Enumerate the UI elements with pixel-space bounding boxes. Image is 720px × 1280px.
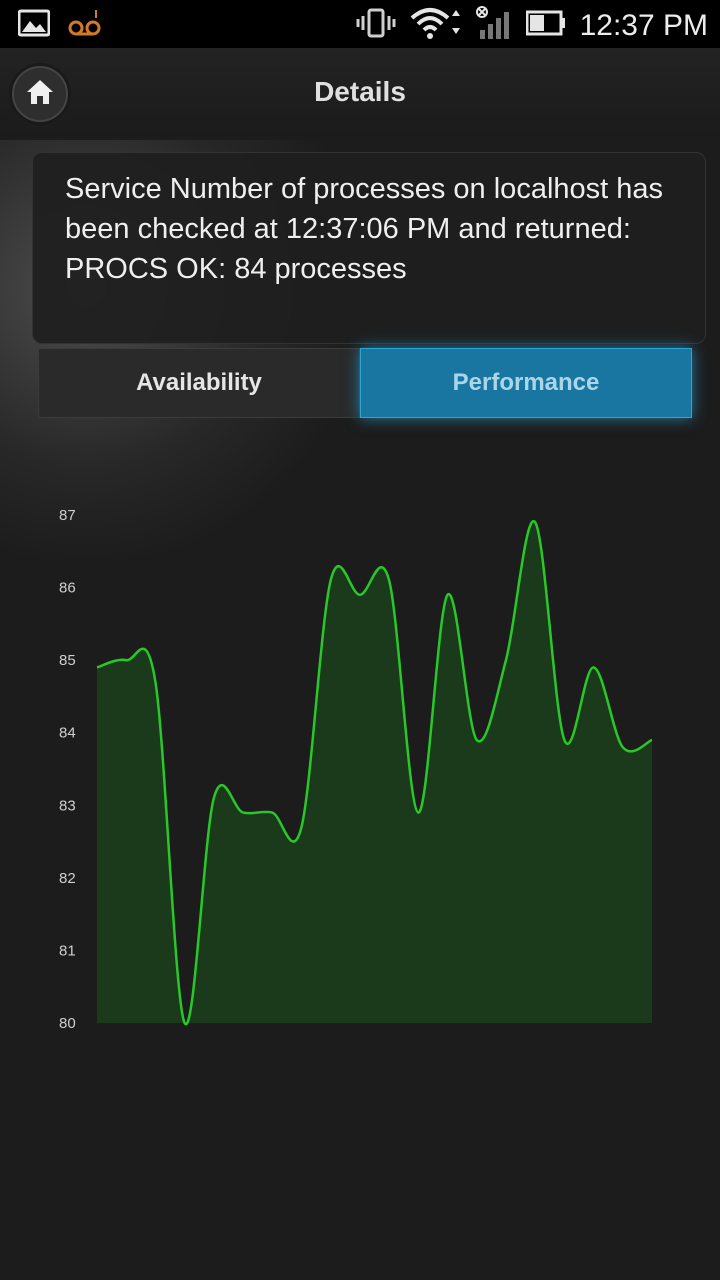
status-bar: 12:37 PM <box>0 0 720 48</box>
y-tick-label: 85 <box>59 652 76 669</box>
y-tick-label: 82 <box>59 870 76 887</box>
tab-performance[interactable]: Performance <box>360 348 692 418</box>
y-tick-label: 80 <box>59 1015 76 1032</box>
home-button[interactable] <box>12 66 68 122</box>
y-tick-label: 84 <box>59 725 76 742</box>
series-area <box>97 521 652 1025</box>
series-line <box>96 520 653 1026</box>
status-time: 12:37 PM <box>579 8 708 42</box>
status-message: Service Number of processes on localhost… <box>32 152 706 344</box>
y-tick-label: 83 <box>59 797 76 814</box>
performance-chart: 87 86 85 84 83 82 81 80 <box>59 507 653 1032</box>
tab-bar: Availability Performance <box>38 348 692 418</box>
wifi-icon <box>410 6 462 45</box>
y-tick-label: 87 <box>59 507 76 524</box>
tab-availability[interactable]: Availability <box>38 348 360 418</box>
app-header: Details <box>0 48 720 136</box>
battery-icon <box>525 10 566 41</box>
y-tick-label: 81 <box>59 942 76 959</box>
y-tick-label: 86 <box>59 580 76 597</box>
signal-icon <box>475 6 512 45</box>
image-icon <box>17 9 51 42</box>
voicemail-icon <box>68 8 102 43</box>
vibrate-icon <box>356 7 396 44</box>
home-icon <box>25 78 55 111</box>
page-title: Details <box>314 76 406 107</box>
